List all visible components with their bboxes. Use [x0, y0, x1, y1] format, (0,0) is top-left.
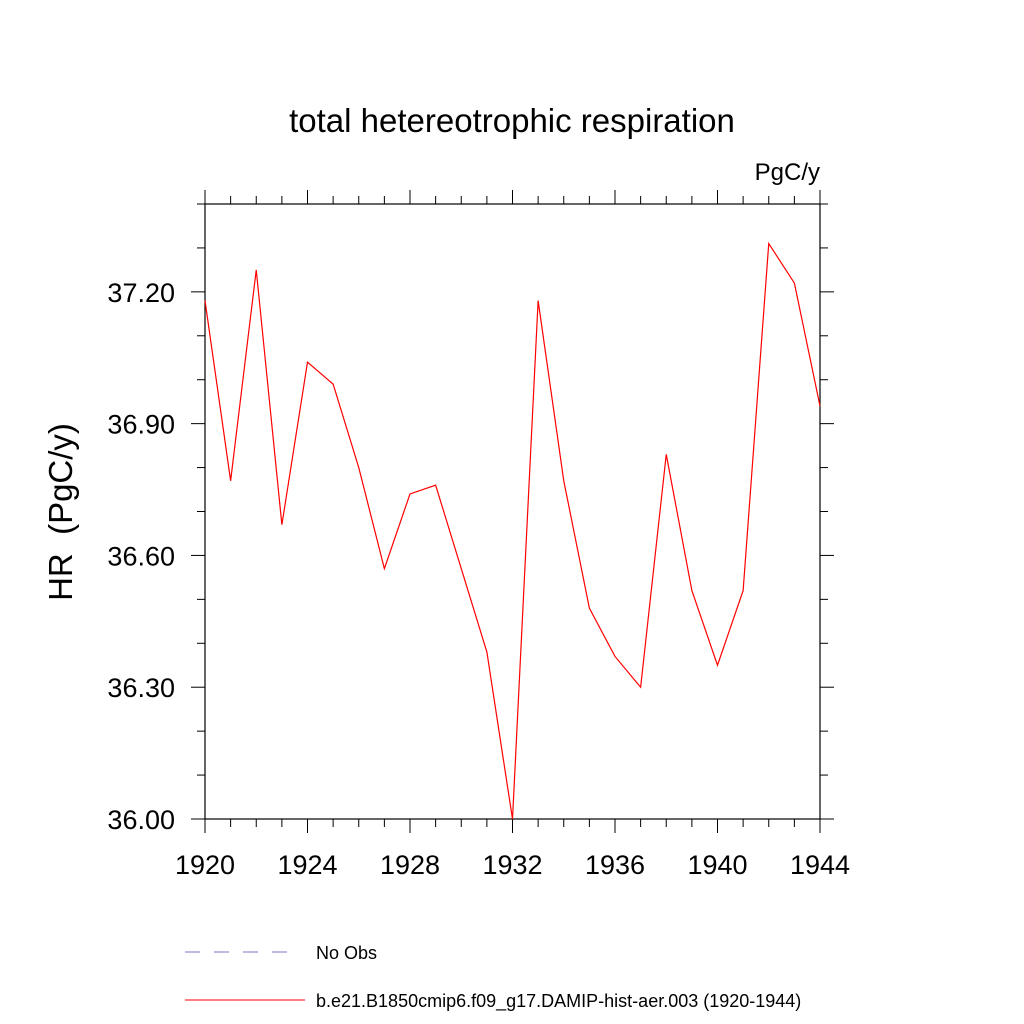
data-point — [665, 453, 667, 455]
data-point — [332, 383, 334, 385]
x-tick-labels: 1920 1924 1928 1932 1936 1940 1944 — [175, 850, 850, 880]
data-point — [204, 299, 206, 301]
series-group — [204, 241, 821, 820]
data-point — [409, 493, 411, 495]
data-point — [716, 664, 718, 666]
data-point — [742, 589, 744, 591]
x-tick-label: 1940 — [687, 850, 747, 880]
data-point — [588, 607, 590, 609]
data-point — [537, 299, 539, 301]
y-axis-label: HR (PgC/y) — [42, 423, 79, 601]
units-label: PgC/y — [755, 159, 820, 186]
data-point — [486, 651, 488, 653]
y-tick-labels: 36.00 36.30 36.60 36.90 37.20 — [107, 278, 175, 835]
data-point — [229, 480, 231, 482]
legend-label: No Obs — [316, 943, 377, 963]
data-point — [768, 242, 770, 244]
data-point — [306, 361, 308, 363]
x-tick-label: 1920 — [175, 850, 235, 880]
y-tick-label: 36.90 — [107, 410, 175, 440]
chart-title: total hetereotrophic respiration — [289, 102, 735, 139]
data-point — [255, 269, 257, 271]
data-point — [793, 282, 795, 284]
data-point — [358, 466, 360, 468]
data-point — [511, 818, 513, 820]
x-tick-label: 1924 — [277, 850, 337, 880]
y-tick-label: 37.20 — [107, 278, 175, 308]
y-tick-label: 36.30 — [107, 673, 175, 703]
x-tick-label: 1936 — [585, 850, 645, 880]
data-point — [281, 523, 283, 525]
series-line — [204, 241, 821, 820]
legend-label: b.e21.B1850cmip6.f09_g17.DAMIP-hist-aer.… — [316, 991, 801, 1012]
data-point — [383, 567, 385, 569]
axis-ticks — [191, 190, 834, 833]
x-tick-label: 1944 — [790, 850, 850, 880]
y-tick-label: 36.60 — [107, 541, 175, 571]
data-point — [691, 589, 693, 591]
x-tick-label: 1932 — [482, 850, 542, 880]
legend: No Obs b.e21.B1850cmip6.f09_g17.DAMIP-his… — [185, 943, 801, 1012]
data-point — [639, 686, 641, 688]
data-point — [460, 567, 462, 569]
y-tick-label: 36.00 — [107, 805, 175, 835]
data-point — [614, 655, 616, 657]
data-point — [563, 480, 565, 482]
data-point — [434, 484, 436, 486]
data-point — [819, 405, 821, 407]
x-tick-label: 1928 — [380, 850, 440, 880]
plot-frame — [204, 203, 821, 820]
